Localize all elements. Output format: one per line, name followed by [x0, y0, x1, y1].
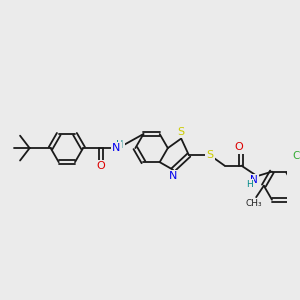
Text: N: N — [112, 143, 120, 153]
Text: O: O — [234, 142, 243, 152]
Text: O: O — [97, 161, 105, 171]
Text: N: N — [250, 175, 258, 185]
Text: CH₃: CH₃ — [246, 199, 262, 208]
Text: S: S — [206, 150, 213, 160]
Text: N: N — [169, 172, 177, 182]
Text: S: S — [178, 127, 185, 137]
Text: Cl: Cl — [292, 151, 300, 161]
Text: H: H — [246, 180, 253, 189]
Text: H: H — [116, 140, 124, 150]
